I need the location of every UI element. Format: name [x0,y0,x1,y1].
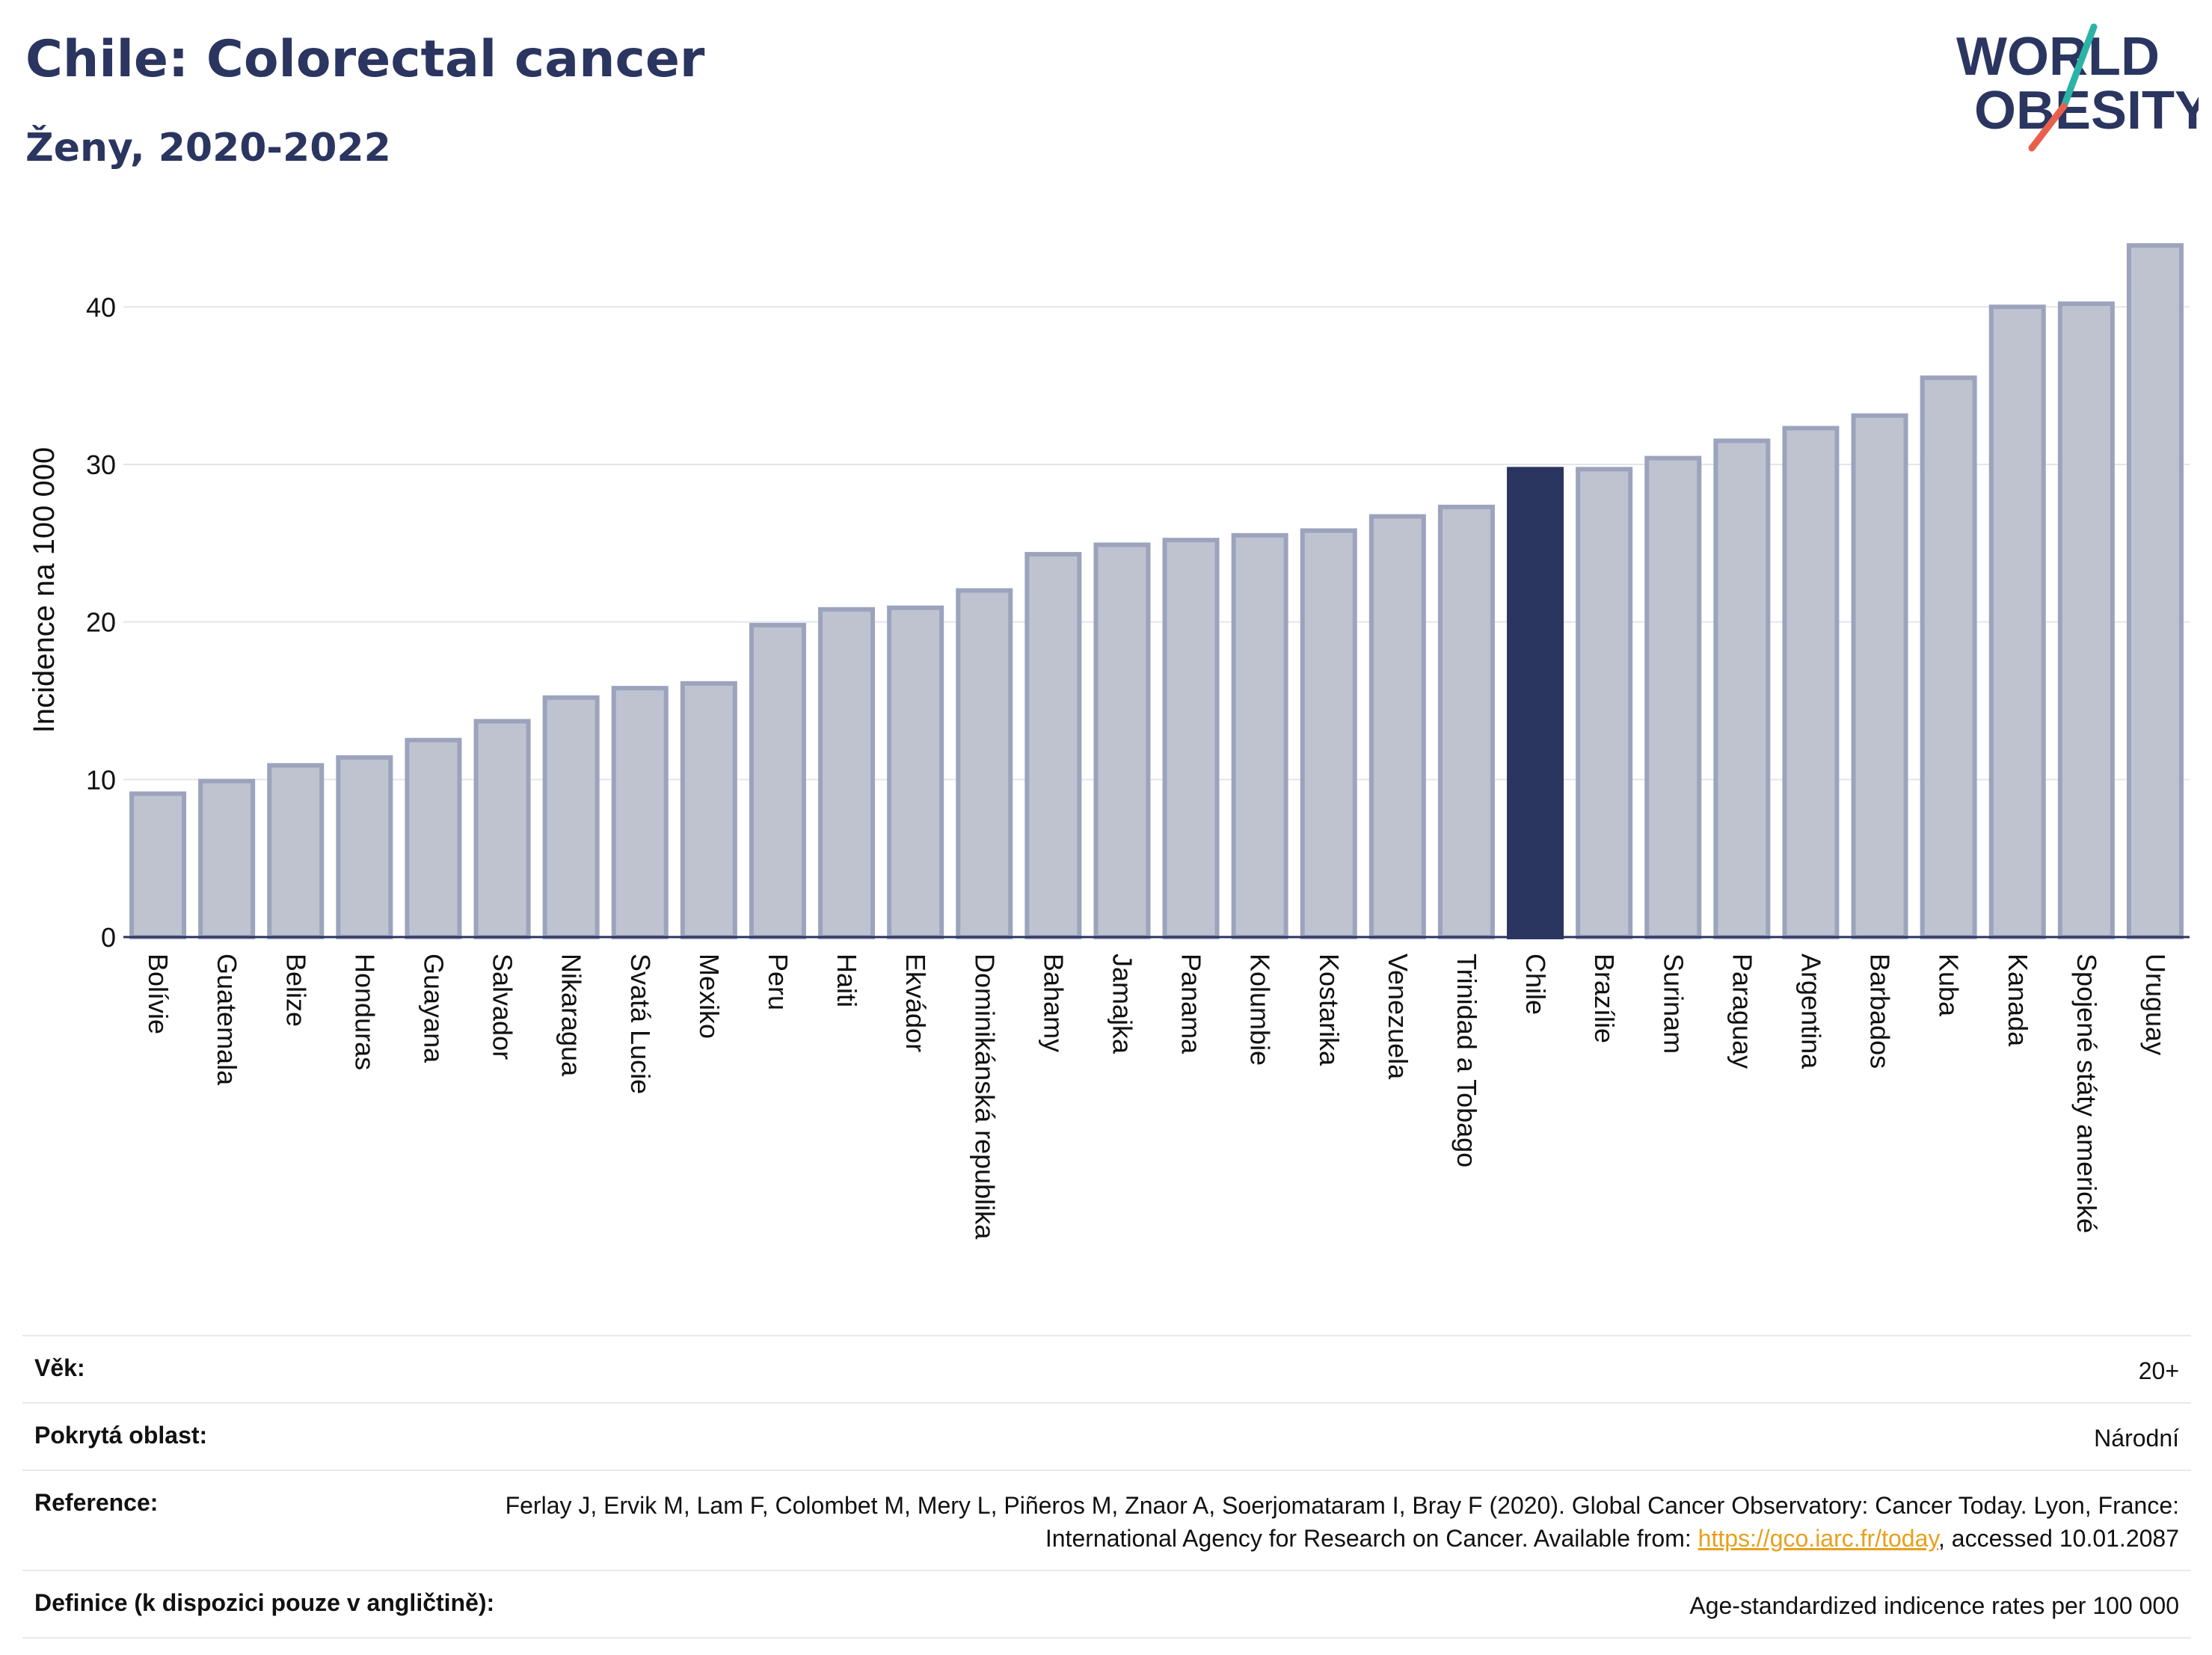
meta-key: Definice (k dispozici pouze v angličtině… [34,1589,495,1616]
y-axis-label: Incidence na 100 000 [28,447,61,734]
meta-value: 20+ [2138,1357,2179,1384]
bar-chile [1507,467,1564,939]
x-tick-label: Mexiko [694,954,725,1039]
bar-ekv-dor [887,605,944,939]
x-tick-label: Barbados [1865,954,1896,1069]
bar-kuba [1920,375,1977,939]
bar-surinam [1644,455,1702,939]
meta-row-definition: Definice (k dispozici pouze v angličtině… [22,1570,2191,1639]
x-tick-label: Svatá Lucie [625,954,656,1094]
x-tick-label: Nikaragua [556,954,587,1077]
x-tick-label: Peru [763,954,793,1010]
world-obesity-logo: WORLD OBESITY [1956,23,2199,152]
x-tick-label: Panama [1176,954,1207,1054]
x-tick-label: Jamajka [1107,954,1137,1054]
meta-value: Národní [2094,1425,2179,1452]
bar-kanada [1988,304,2046,940]
x-tick-label: Guayana [418,954,449,1063]
x-tick-label: Venezuela [1383,954,1413,1080]
x-tick-label: Kanada [2003,954,2033,1047]
bar-jamajka [1093,542,1151,939]
bar-mexiko [680,681,737,939]
y-tick-labels: 0 10 20 30 40 [86,292,116,953]
bar-bol-vie [129,791,187,939]
x-tick-label: Bolívie [143,954,173,1034]
x-tick-label: Brazílie [1589,954,1620,1043]
x-tick-label: Kolumbie [1245,954,1276,1066]
bar-honduras [336,755,393,940]
logo-slash-teal [2060,23,2098,110]
y-tick-label: 30 [86,449,116,480]
x-tick-label: Trinidad a Tobago [1451,954,1482,1167]
chart-title: Chile: Colorectal cancer [25,30,705,89]
x-tick-label: Honduras [349,954,380,1070]
bar-nikaragua [542,695,600,940]
x-tick-label: Haiti [832,954,862,1007]
y-tick-label: 10 [86,764,116,795]
meta-key: Pokrytá oblast: [34,1422,208,1449]
bar-paraguay [1713,438,1771,939]
bar-barbados [1851,413,1908,939]
x-tick-label: Surinam [1658,954,1689,1054]
x-tick-label: Belize [280,954,311,1027]
x-tick-label: Guatemala [212,954,242,1086]
x-tick-label: Chile [1520,954,1551,1015]
bar-venezuela [1368,514,1426,939]
x-tick-label: Kuba [1934,954,1964,1017]
bar-trinidad-a-tobago [1437,504,1495,939]
bar-salvador [473,719,531,939]
bar-kostarika [1300,528,1357,939]
x-tick-label: Paraguay [1727,954,1757,1069]
bar-kolumbie [1231,532,1288,939]
logo-text-obesity: OBESITY [1974,81,2199,141]
meta-row-reference: Reference: Ferlay J, Ervik M, Lam F, Col… [22,1470,2191,1570]
meta-row-coverage: Pokrytá oblast: Národní [22,1402,2191,1470]
bars [129,243,2184,940]
x-tick-label: Uruguay [2140,954,2171,1055]
chart-subtitle: Ženy, 2020-2022 [25,126,391,171]
bar-argentina [1782,426,1840,939]
y-tick-label: 0 [101,922,116,953]
reference-link[interactable]: https://gco.iarc.fr/today [1698,1525,1938,1552]
x-tick-label: Salvador [488,954,518,1060]
logo-text-world: WORLD [1956,27,2160,87]
meta-value: Age-standardized indicence rates per 100… [1689,1592,2179,1619]
meta-key: Reference: [34,1489,159,1516]
x-tick-label: Bahamy [1038,954,1069,1052]
bar-svat-lucie [611,686,669,939]
bar-spojen-st-ty-americk- [2057,301,2115,939]
grid-lines [123,306,2190,781]
reference-text-before: Ferlay J, Ervik M, Lam F, Colombet M, Me… [505,1492,2179,1552]
bar-guayana [405,737,462,940]
x-tick-label: Ekvádor [900,954,931,1052]
x-tick-label: Dominikánská republika [969,954,1000,1240]
x-tick-label: Kostarika [1314,954,1345,1066]
x-tick-labels: Bolívie Guatemala Belize Honduras Guayana Sal… [143,954,2171,1240]
metadata-table: Věk: 20+ Pokrytá oblast: Národní Referen… [22,1335,2191,1639]
reference-text: Ferlay J, Ervik M, Lam F, Colombet M, Me… [474,1489,2179,1555]
bar-uruguay [2126,243,2184,939]
bar-panama [1162,538,1220,939]
bar-peru [749,622,806,939]
x-tick-label: Argentina [1795,954,1826,1069]
bar-braz-lie [1576,467,1633,939]
bar-chart: 0 10 20 30 40 Bolívie Guatemala Belize Honduras… [28,243,2190,1240]
reference-text-after: , accessed 10.01.2087 [1938,1525,2179,1552]
bar-haiti [818,607,876,940]
bar-bahamy [1024,552,1082,940]
bar-belize [267,763,325,940]
y-tick-label: 40 [86,292,116,322]
y-tick-label: 20 [86,607,116,638]
meta-key: Věk: [34,1354,85,1381]
bar-dominik-nsk-republika [956,588,1013,939]
logo-slash-red [2028,102,2068,152]
bar-guatemala [198,779,256,939]
x-tick-label: Spojené státy americké [2071,954,2102,1233]
meta-row-age: Věk: 20+ [22,1335,2191,1402]
